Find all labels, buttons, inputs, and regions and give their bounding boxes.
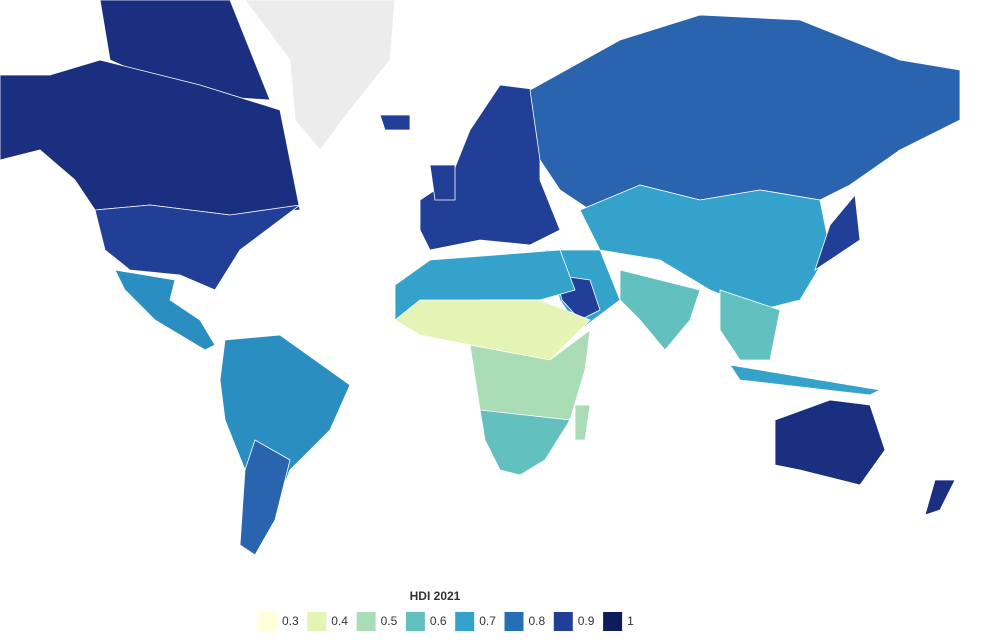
legend-label: 0.8	[529, 614, 546, 628]
countries	[0, 0, 961, 556]
legend-swatch	[455, 612, 475, 631]
central-east-asia	[579, 184, 831, 311]
greenland	[244, 0, 396, 151]
legend-label: 1	[627, 614, 634, 628]
legend-label: 0.9	[578, 614, 595, 628]
russia	[529, 14, 961, 211]
legend-swatch	[504, 612, 524, 631]
madagascar	[574, 404, 591, 441]
europe	[419, 84, 561, 251]
iceland	[379, 114, 411, 131]
legend-swatch	[603, 612, 623, 631]
legend-swatch	[307, 612, 327, 631]
legend-label: 0.3	[282, 614, 299, 628]
indonesia	[729, 364, 882, 396]
south-america	[219, 334, 351, 556]
argentina-chile	[239, 439, 291, 556]
legend-label: 0.5	[381, 614, 398, 628]
legend-label: 0.6	[430, 614, 447, 628]
legend-label: 0.7	[479, 614, 496, 628]
india	[619, 269, 701, 351]
legend-title: HDI 2021	[410, 589, 461, 603]
central-america	[114, 269, 216, 351]
japan	[814, 194, 861, 271]
southeast-asia	[719, 289, 781, 361]
legend-swatch	[356, 612, 376, 631]
legend-swatch	[553, 612, 573, 631]
legend-swatch	[405, 612, 425, 631]
new-zealand	[924, 479, 956, 516]
legend-label: 0.4	[331, 614, 348, 628]
legend-swatch	[258, 612, 277, 631]
sahel	[394, 299, 591, 361]
usa	[94, 204, 301, 291]
southern-africa	[479, 409, 571, 476]
uk	[429, 164, 456, 201]
legend: 0.3 0.4 0.5 0.6 0.7 0.8 0.9 1	[258, 612, 634, 631]
australia	[774, 399, 886, 486]
